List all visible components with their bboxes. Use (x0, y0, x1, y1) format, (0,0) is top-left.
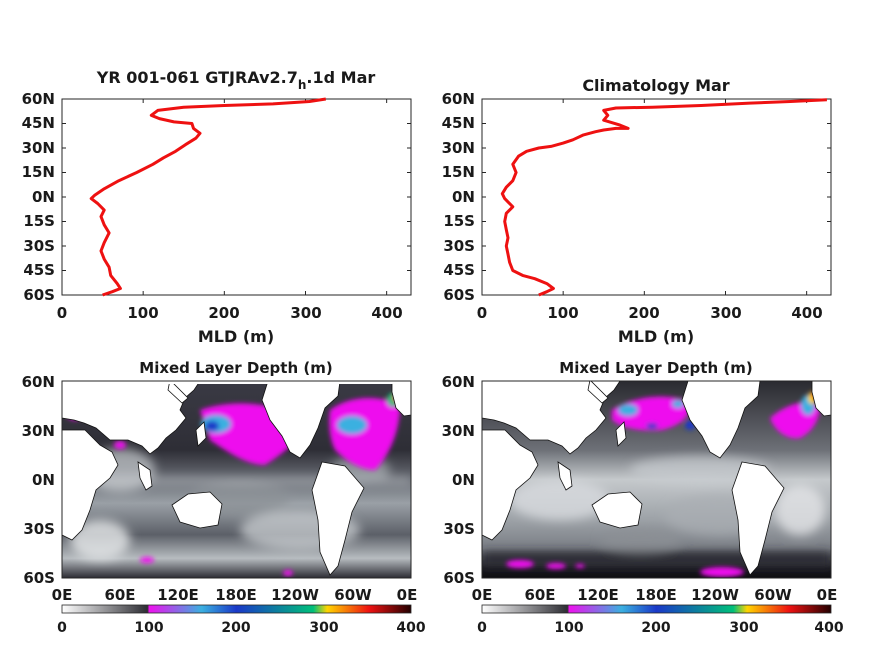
x-axis-label: MLD (m) (198, 327, 274, 346)
y-tick-label: 45N (22, 114, 55, 132)
panel-map-right: Mixed Layer Depth (m) (442, 359, 844, 636)
series-line-mld (89, 97, 327, 297)
y-tick-label: 30S (443, 237, 475, 255)
y-tick-label: 60N (442, 373, 475, 391)
y-tick-label: 60S (23, 569, 55, 587)
y-tick-label: 60S (23, 286, 55, 304)
y-tick-label: 60N (22, 90, 55, 108)
colorbar-tick-label: 100 (134, 620, 163, 636)
x-tick-label: 0E (397, 586, 418, 604)
y-tick-label: 30N (442, 422, 475, 440)
x-tick-label: 0E (52, 586, 73, 604)
y-tick-labels: 60N 30N 0N 30S 60S (442, 373, 475, 587)
y-tick-label: 30N (22, 139, 55, 157)
y-tick-label: 0N (32, 471, 55, 489)
map-field (482, 381, 831, 578)
x-tick-label: 0 (477, 304, 487, 322)
y-tick-label: 30N (442, 139, 475, 157)
x-tick-label: 120W (691, 586, 739, 604)
y-tick-label: 0N (452, 188, 475, 206)
map-frame (61, 380, 412, 579)
x-tick-label: 0 (57, 304, 67, 322)
x-tick-labels: 0 100 200 300 400 (57, 304, 403, 322)
x-tick-label: 180E (635, 586, 677, 604)
y-tick-label: 30S (23, 520, 55, 538)
y-tick-label: 45S (443, 261, 475, 279)
panel-title: Mixed Layer Depth (m) (559, 359, 752, 377)
colorbar-tick-label: 200 (641, 620, 670, 636)
colorbar-tick-label: 300 (309, 620, 338, 636)
x-tick-label: 120E (157, 586, 199, 604)
y-tick-label: 15S (23, 212, 55, 230)
x-tick-labels: 0E 60E 120E 180E 120W 60W 0E (52, 586, 418, 604)
plot-area (481, 98, 832, 296)
y-tick-label: 45S (23, 261, 55, 279)
x-tick-label: 60W (754, 586, 792, 604)
colorbar-tick-label: 100 (554, 620, 583, 636)
continents (62, 381, 411, 576)
x-tick-label: 60E (104, 586, 135, 604)
y-tick-label: 60S (443, 569, 475, 587)
x-tick-label: 0E (472, 586, 493, 604)
panel-title: Climatology Mar (582, 76, 729, 95)
continents (482, 381, 831, 576)
x-tick-label: 200 (208, 304, 239, 322)
x-tick-label: 300 (710, 304, 741, 322)
colorbar (481, 604, 832, 614)
y-tick-labels: 60N 30N 0N 30S 60S (22, 373, 55, 587)
x-tick-label: 120E (577, 586, 619, 604)
panel-map-left: Mixed Layer Depth (m) (22, 359, 426, 636)
y-tick-label: 60S (443, 286, 475, 304)
colorbar-tick-labels: 0 100 200 300 400 (57, 620, 426, 636)
y-tick-label: 60N (22, 373, 55, 391)
x-tick-label: 200 (628, 304, 659, 322)
colorbar-tick-labels: 0 100 200 300 400 (477, 620, 844, 636)
colorbar-tick-label: 400 (396, 620, 425, 636)
x-tick-label: 100 (547, 304, 578, 322)
x-tick-label: 120W (271, 586, 319, 604)
y-tick-label: 0N (32, 188, 55, 206)
y-tick-label: 30N (22, 422, 55, 440)
x-tick-label: 300 (290, 304, 321, 322)
panel-title: Mixed Layer Depth (m) (139, 359, 332, 377)
y-tick-label: 60N (442, 90, 475, 108)
sea-ice-spots (62, 381, 411, 384)
x-tick-label: 60W (334, 586, 372, 604)
y-tick-label: 15S (443, 212, 475, 230)
y-tick-label: 45N (442, 114, 475, 132)
panel-line-left: YR 001-061 GTJRAv2.7h.1d Mar 60N 45N 30N… (22, 68, 412, 346)
map-frame (481, 380, 832, 579)
colorbar (61, 604, 412, 614)
y-tick-label: 15N (442, 163, 475, 181)
series-line-mld (500, 98, 827, 297)
x-tick-label: 400 (791, 304, 822, 322)
tick-marks (61, 98, 411, 296)
x-tick-labels: 0E 60E 120E 180E 120W 60W 0E (472, 586, 838, 604)
x-tick-label: 400 (371, 304, 402, 322)
colorbar-tick-label: 200 (221, 620, 250, 636)
colorbar-tick-label: 300 (729, 620, 758, 636)
plot-area (61, 98, 412, 296)
x-tick-labels: 0 100 200 300 400 (477, 304, 823, 322)
y-tick-label: 0N (452, 471, 475, 489)
y-tick-label: 30S (23, 237, 55, 255)
x-tick-label: 100 (127, 304, 158, 322)
y-tick-labels: 60N 45N 30N 15N 0N 15S 30S 45S 60S (442, 90, 475, 304)
panel-line-right: Climatology Mar 60N 45N 30N 15N 0N 15S 3… (442, 76, 832, 346)
colorbar-tick-label: 400 (814, 620, 843, 636)
x-tick-label: 60E (524, 586, 555, 604)
y-tick-label: 15N (22, 163, 55, 181)
x-tick-label: 0E (817, 586, 838, 604)
x-tick-label: 180E (215, 586, 257, 604)
colorbar-tick-label: 0 (477, 620, 487, 636)
y-tick-labels: 60N 45N 30N 15N 0N 15S 30S 45S 60S (22, 90, 55, 304)
map-field (62, 381, 411, 578)
y-tick-label: 30S (443, 520, 475, 538)
x-axis-label: MLD (m) (618, 327, 694, 346)
colorbar-tick-label: 0 (57, 620, 67, 636)
panel-title: YR 001-061 GTJRAv2.7h.1d Mar (96, 68, 376, 92)
